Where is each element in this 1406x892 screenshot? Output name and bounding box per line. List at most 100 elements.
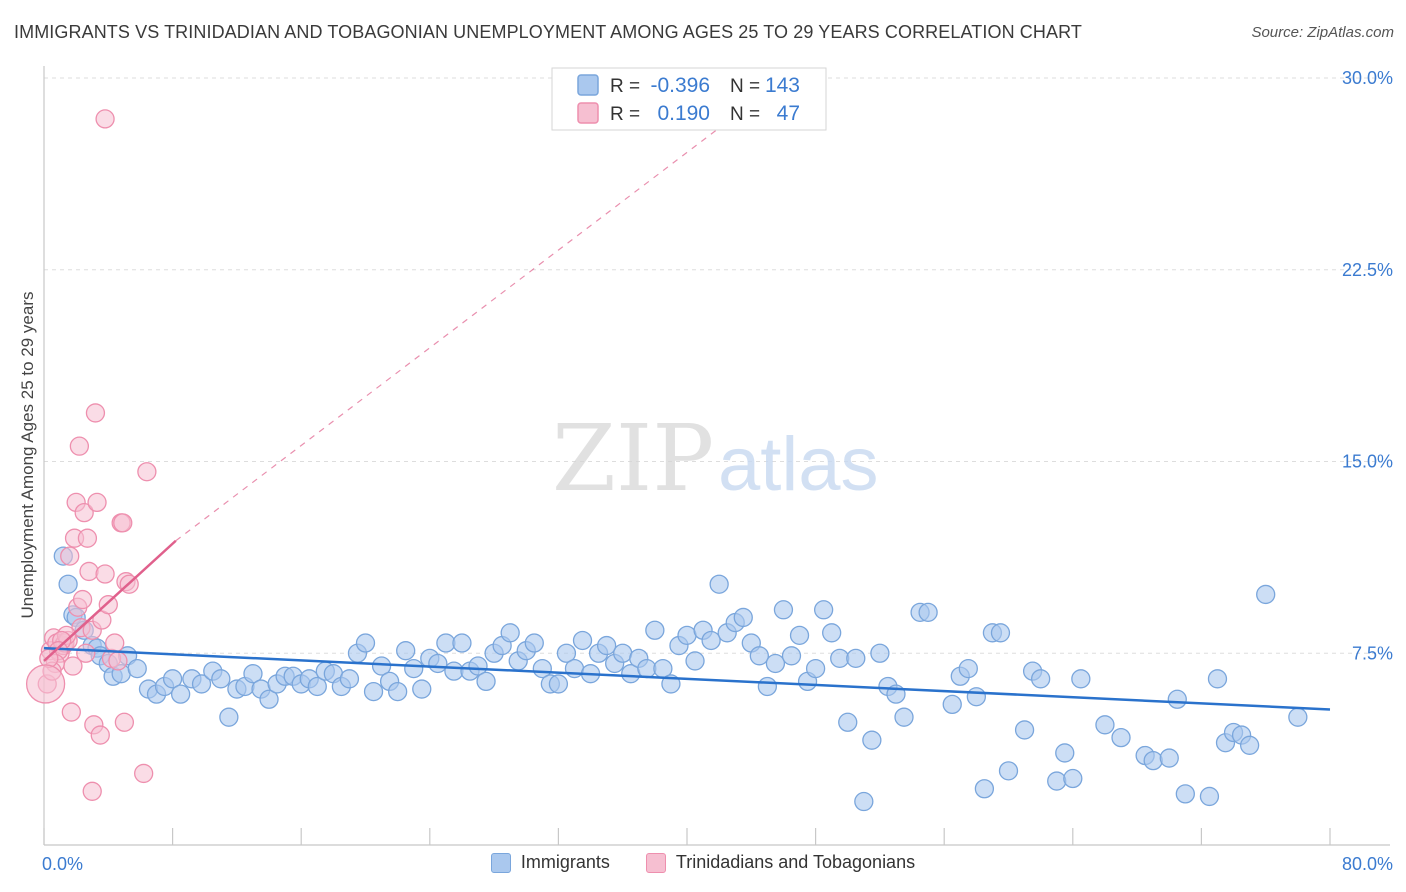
data-point-immigrants	[58, 574, 78, 594]
watermark-zip: ZIP	[552, 405, 714, 512]
data-point-trinidadians	[76, 643, 96, 663]
legend-label-trinidadians: Trinidadians and Tobagonians	[675, 852, 916, 872]
data-point-immigrants	[1199, 786, 1220, 807]
data-point-immigrants	[1143, 750, 1163, 771]
data-point-immigrants	[749, 646, 769, 666]
data-point-immigrants	[524, 633, 544, 653]
series-immigrants	[53, 546, 1308, 812]
data-point-immigrants	[854, 791, 874, 812]
data-point-immigrants	[219, 707, 239, 727]
data-point-immigrants	[127, 658, 147, 679]
legend-item-trinidadians[interactable]: Trinidadians and Tobagonians	[645, 852, 916, 873]
data-point-trinidadians	[95, 564, 115, 584]
data-point-immigrants	[958, 658, 978, 679]
data-point-immigrants	[211, 669, 231, 689]
grid-lines	[44, 77, 1380, 654]
data-point-trinidadians	[60, 546, 80, 566]
data-point-trinidadians	[77, 528, 98, 548]
data-point-immigrants	[162, 669, 183, 689]
data-point-immigrants	[170, 684, 191, 704]
legend-top: R = -0.396 N = 143 R = 0.190 N = 47	[551, 67, 827, 131]
data-point-immigrants	[468, 656, 488, 676]
data-point-immigrants	[191, 674, 212, 694]
data-point-immigrants	[789, 625, 810, 646]
data-point-immigrants	[685, 651, 705, 671]
legend-bottom: Immigrants Trinidadians and Tobagonians	[0, 852, 1406, 873]
data-point-immigrants	[773, 600, 794, 620]
legend-n-value: 143	[765, 74, 800, 97]
data-point-immigrants	[428, 653, 448, 674]
x-tick-label-max: 80.0%	[1342, 854, 1393, 874]
data-point-trinidadians	[82, 781, 102, 801]
data-point-immigrants	[444, 661, 464, 681]
data-point-immigrants	[596, 635, 617, 656]
data-point-immigrants	[846, 648, 866, 669]
data-point-immigrants	[476, 671, 496, 692]
data-point-trinidadians	[113, 513, 133, 533]
data-point-trinidadians	[87, 492, 107, 513]
data-point-immigrants	[307, 676, 327, 697]
data-point-trinidadians	[137, 462, 157, 482]
data-point-immigrants	[918, 602, 938, 622]
data-point-immigrants	[412, 679, 432, 699]
axes	[43, 66, 1390, 846]
data-point-immigrants	[396, 641, 416, 661]
data-point-trinidadians-large	[25, 664, 66, 704]
data-point-immigrants	[894, 707, 914, 727]
data-point-immigrants	[387, 681, 408, 702]
y-tick-label: 7.5%	[1352, 643, 1393, 663]
data-point-immigrants	[1055, 743, 1075, 763]
data-point-immigrants	[1031, 669, 1051, 689]
data-point-immigrants	[990, 623, 1011, 643]
data-point-trinidadians	[72, 589, 93, 610]
legend-r-label: R =	[610, 76, 640, 97]
data-point-immigrants	[813, 600, 834, 620]
trend-line-trinidadians	[43, 539, 177, 662]
data-point-trinidadians	[74, 502, 94, 523]
tick-labels: 7.5% 15.0% 22.5% 30.0% 0.0% 80.0%	[42, 68, 1393, 874]
data-point-immigrants	[1014, 720, 1035, 740]
legend-label-immigrants: Immigrants	[520, 852, 610, 872]
data-point-immigrants	[556, 643, 577, 663]
data-point-immigrants	[974, 779, 995, 799]
y-tick-label: 22.5%	[1342, 260, 1393, 280]
trend-lines	[43, 103, 1331, 711]
data-point-immigrants	[613, 643, 633, 663]
data-point-immigrants	[339, 669, 360, 689]
data-point-trinidadians	[61, 702, 81, 722]
data-point-immigrants	[355, 633, 376, 653]
data-point-immigrants	[1111, 727, 1131, 748]
watermark-atlas: atlas	[718, 422, 879, 507]
series-trinidadians	[25, 109, 157, 801]
legend-n-label: N =	[730, 104, 760, 125]
data-point-immigrants	[998, 761, 1019, 781]
data-point-immigrants	[709, 574, 729, 594]
data-point-immigrants	[363, 681, 384, 702]
data-point-immigrants	[1047, 771, 1067, 791]
data-point-trinidadians	[95, 109, 115, 129]
legend-n-label: N =	[730, 76, 760, 97]
legend-n-value: 47	[777, 102, 800, 125]
data-point-immigrants	[733, 607, 753, 628]
legend-r-value: 0.190	[657, 102, 710, 125]
data-point-immigrants	[1095, 715, 1115, 735]
data-point-trinidadians	[79, 561, 99, 582]
data-point-immigrants	[677, 625, 697, 646]
trend-line-trinidadians-extension	[175, 103, 752, 542]
data-point-trinidadians	[134, 763, 154, 784]
data-point-immigrants	[757, 676, 778, 697]
data-point-immigrants	[1175, 784, 1195, 804]
data-point-immigrants	[637, 658, 657, 679]
legend-r-value: -0.396	[650, 74, 710, 97]
data-point-trinidadians	[98, 595, 118, 615]
watermark: ZIP atlas	[552, 405, 879, 512]
data-point-immigrants	[548, 674, 569, 694]
legend-r-label: R =	[610, 104, 640, 125]
data-point-immigrants	[870, 643, 890, 663]
data-point-immigrants	[830, 648, 850, 669]
legend-item-immigrants[interactable]: Immigrants	[490, 852, 610, 873]
data-point-immigrants	[1256, 584, 1276, 605]
x-tick-label-min: 0.0%	[42, 854, 83, 874]
chart-title: IMMIGRANTS VS TRINIDADIAN AND TOBAGONIAN…	[14, 22, 1082, 42]
